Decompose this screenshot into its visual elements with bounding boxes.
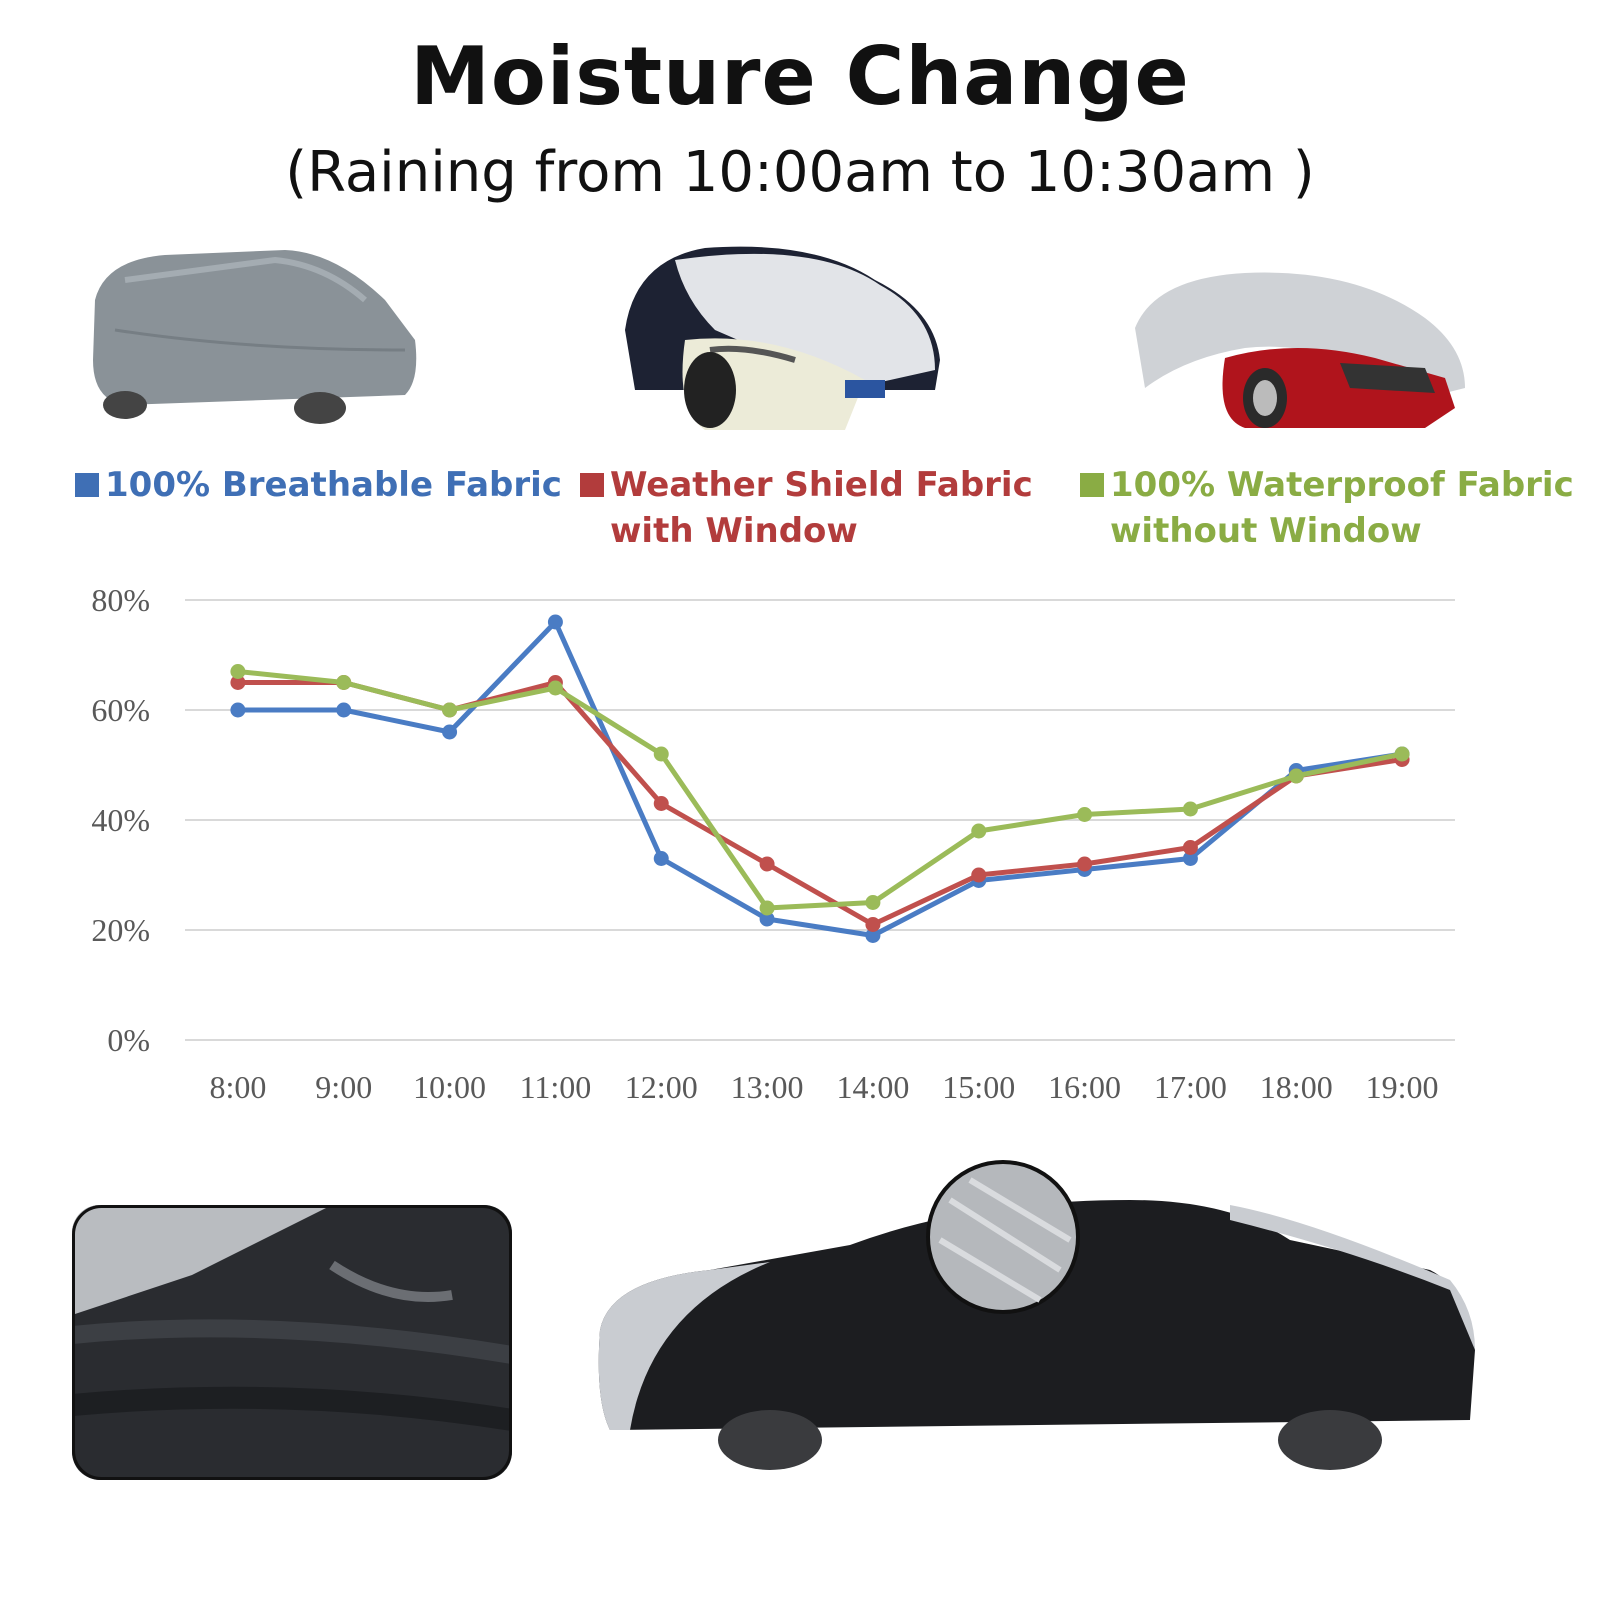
car-black-white-cover-image	[625, 246, 940, 430]
data-point	[653, 851, 669, 866]
data-point	[1182, 840, 1198, 855]
y-axis-ticks: 0% 20% 40% 60% 80%	[91, 582, 150, 1058]
data-point	[759, 911, 775, 927]
x-tick-label: 15:00	[942, 1069, 1015, 1105]
y-tick-label: 60%	[91, 692, 150, 728]
x-tick-label: 10:00	[413, 1069, 486, 1105]
legend-swatch-blue	[75, 473, 99, 497]
x-tick-label: 16:00	[1048, 1069, 1121, 1105]
data-point	[653, 746, 669, 762]
legend-item-breathable: 100% Breathable Fabric	[75, 462, 562, 508]
data-point	[547, 614, 563, 630]
covered-car-side-image	[598, 1160, 1475, 1470]
chart-subtitle: (Raining from 10:00am to 10:30am )	[285, 140, 1315, 205]
x-tick-label: 19:00	[1366, 1069, 1439, 1105]
legend-swatch-green	[1080, 473, 1104, 497]
data-point	[1394, 746, 1410, 762]
legend-item-weather-shield: Weather Shield Fabric with Window	[580, 462, 1033, 554]
legend-item-waterproof: 100% Waterproof Fabric without Window	[1080, 462, 1574, 554]
series-line	[237, 619, 1403, 938]
data-point	[971, 867, 987, 883]
chart-gridlines	[185, 599, 1455, 1041]
car-silver-cover-red-car-image	[1135, 272, 1465, 428]
x-tick-label: 14:00	[836, 1069, 909, 1105]
data-point	[230, 675, 246, 690]
y-tick-label: 40%	[91, 802, 150, 838]
data-point	[336, 675, 352, 690]
y-tick-label: 0%	[107, 1022, 150, 1058]
data-point	[442, 724, 458, 740]
chart-title: Moisture Change	[410, 30, 1190, 123]
data-point	[230, 664, 246, 679]
y-tick-label: 20%	[91, 912, 150, 948]
data-point	[1077, 807, 1093, 822]
data-point	[759, 900, 775, 916]
series-line	[237, 669, 1403, 911]
data-point	[865, 917, 881, 932]
legend-swatch-red	[580, 473, 604, 497]
legend-label: 100% Breathable Fabric	[105, 465, 562, 505]
x-tick-label: 11:00	[520, 1069, 592, 1105]
data-point	[547, 680, 563, 696]
data-point	[230, 702, 246, 718]
y-tick-label: 80%	[91, 582, 150, 618]
legend-label: Weather Shield Fabric with Window	[610, 465, 1033, 551]
x-tick-label: 9:00	[315, 1069, 372, 1105]
x-axis-ticks: 8:00 9:00 10:00 11:00 12:00 13:00 14:00 15:00 16…	[209, 1069, 1438, 1105]
data-point	[1077, 856, 1093, 872]
series-2	[230, 664, 1410, 916]
x-tick-label: 12:00	[625, 1069, 698, 1105]
x-tick-label: 18:00	[1260, 1069, 1333, 1105]
x-tick-label: 17:00	[1154, 1069, 1227, 1105]
data-point	[1182, 851, 1198, 866]
fabric-closeup-image	[72, 1205, 512, 1480]
series-1	[230, 675, 1410, 932]
moisture-line-chart: 0% 20% 40% 60% 80% 8:00 9:00 10:00 11:00 12:00 13…	[91, 582, 1455, 1105]
series-line	[237, 680, 1403, 927]
data-point	[971, 823, 987, 839]
car-gray-cover-image	[93, 250, 417, 424]
data-point	[759, 856, 775, 872]
data-point	[865, 895, 881, 910]
data-point	[1288, 768, 1304, 784]
data-point	[336, 702, 352, 718]
chart-series	[230, 614, 1410, 943]
data-point	[865, 928, 881, 943]
x-tick-label: 8:00	[209, 1069, 266, 1105]
data-point	[653, 796, 669, 811]
legend-label: 100% Waterproof Fabric without Window	[1110, 465, 1574, 551]
data-point	[442, 702, 458, 718]
x-tick-label: 13:00	[731, 1069, 804, 1105]
data-point	[1182, 801, 1198, 817]
